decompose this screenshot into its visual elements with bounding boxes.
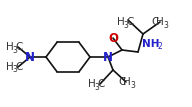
Text: C: C [126, 17, 134, 27]
Text: N: N [25, 51, 35, 63]
Text: C: C [97, 79, 105, 89]
Text: H: H [117, 17, 125, 27]
Text: NH: NH [142, 39, 160, 49]
Text: 3: 3 [12, 65, 17, 74]
Text: 2: 2 [158, 42, 162, 51]
Text: O: O [108, 31, 118, 45]
Text: 3: 3 [123, 21, 128, 30]
Text: 3: 3 [164, 21, 168, 30]
Text: 3: 3 [12, 45, 17, 54]
Text: H: H [123, 77, 131, 87]
Text: H: H [6, 62, 14, 72]
Text: C: C [15, 42, 23, 52]
Text: 3: 3 [94, 83, 99, 92]
Text: C: C [15, 62, 23, 72]
Text: C: C [151, 17, 159, 27]
Text: N: N [103, 51, 113, 63]
Text: C: C [118, 77, 126, 87]
Text: H: H [6, 42, 14, 52]
Text: H: H [88, 79, 96, 89]
Text: 3: 3 [130, 81, 135, 90]
Text: H: H [156, 17, 164, 27]
